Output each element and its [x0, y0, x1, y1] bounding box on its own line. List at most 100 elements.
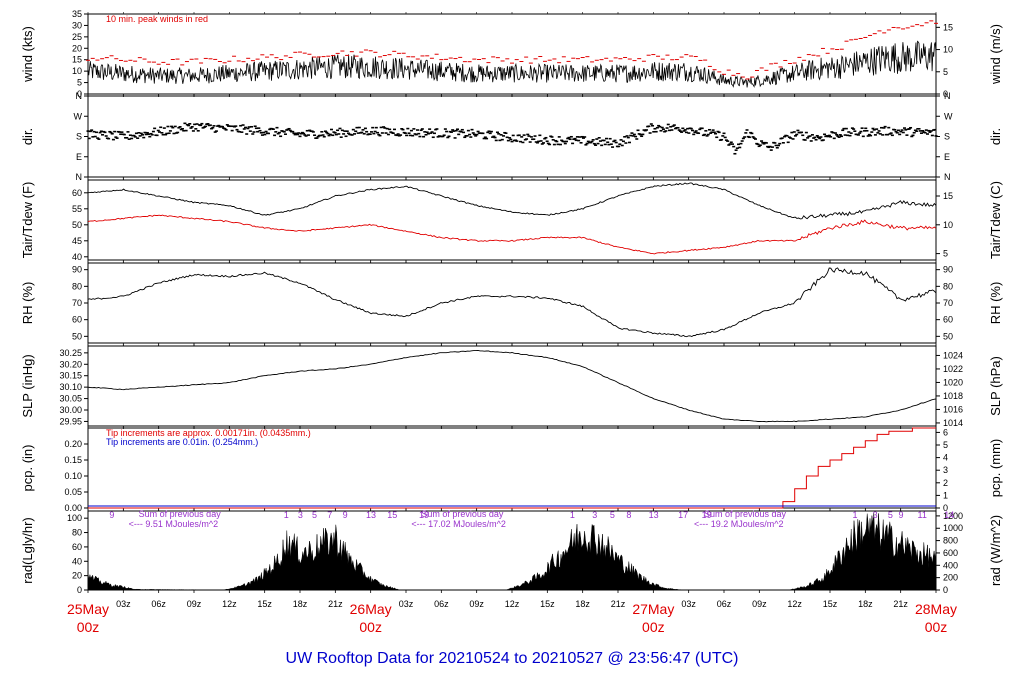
time-tick-label: 18z: [858, 599, 873, 609]
y-tick-label-pcp: 0.15: [64, 455, 82, 465]
time-tick-label: 06z: [717, 599, 732, 609]
y-tick-label-pcp: 0.20: [64, 439, 82, 449]
y-tick-label-pcp: 0.05: [64, 487, 82, 497]
y-tick-label-rad: 80: [72, 528, 82, 538]
panel-frame-slp: [87, 345, 937, 427]
y-tick-label-right-temp: 5: [943, 249, 948, 259]
time-tick-label: 03z: [116, 599, 131, 609]
y-axis-label-right-dir: dir.: [988, 128, 1003, 145]
rad-hour-mark: 3: [592, 510, 597, 520]
y-tick-label-slp: 30.15: [59, 371, 82, 381]
y-tick-label-right-rad: 0: [943, 585, 948, 595]
y-tick-label-wind: 5: [77, 78, 82, 88]
time-tick-label: 21z: [611, 599, 626, 609]
tair-line: [87, 182, 937, 220]
panel-frame-rh: [87, 262, 937, 344]
y-tick-label-right-dir: W: [944, 111, 953, 121]
rad-hour-mark: 9: [898, 510, 903, 520]
y-tick-label-right-pcp: 3: [943, 465, 948, 475]
rad-daily-sum: Sum of previous day: [139, 509, 222, 519]
y-axis-label-right-wind: wind (m/s): [988, 24, 1003, 85]
y-axis-label-right-temp: Tair/Tdew (C): [988, 181, 1003, 259]
y-tick-label-right-rad: 600: [943, 548, 958, 558]
y-tick-label-temp: 60: [72, 188, 82, 198]
y-tick-label-rh: 80: [72, 281, 82, 291]
rad-hour-mark: 1: [853, 510, 858, 520]
y-axis-label-dir: dir.: [20, 128, 35, 145]
rad-hour-mark: 17: [678, 510, 688, 520]
y-axis-label-pcp: pcp. (in): [20, 445, 35, 492]
y-axis-label-right-rh: RH (%): [988, 282, 1003, 325]
time-tick-label: 12z: [222, 599, 237, 609]
rad-hour-mark: 5: [888, 510, 893, 520]
pcp-annotation-red: Tip increments are approx. 0.00171in. (0…: [106, 428, 311, 438]
time-tick-label: 21z: [328, 599, 343, 609]
y-tick-label-wind: 0: [77, 89, 82, 99]
y-tick-label-temp: 40: [72, 252, 82, 262]
rad-daily-sum: Sum of previous day: [704, 509, 787, 519]
rad-area: [87, 512, 937, 591]
time-tick-label: 03z: [399, 599, 414, 609]
rad-hour-mark: 19: [702, 510, 712, 520]
date-label-day: 25May: [67, 601, 109, 617]
y-tick-label-right-temp: 10: [943, 220, 953, 230]
y-tick-label-right-rh: 80: [943, 281, 953, 291]
y-tick-label-right-wind: 10: [943, 45, 953, 55]
date-label-hour: 00z: [77, 619, 100, 635]
y-tick-label-wind: 20: [72, 43, 82, 53]
y-tick-label-right-pcp: 5: [943, 440, 948, 450]
y-tick-label-rad: 60: [72, 542, 82, 552]
y-tick-label-right-rad: 1000: [943, 523, 963, 533]
y-tick-label-wind: 35: [72, 9, 82, 19]
y-tick-label-rh: 50: [72, 331, 82, 341]
y-tick-label-right-rh: 50: [943, 331, 953, 341]
pcp-red-line: [88, 427, 936, 509]
time-tick-label: 06z: [151, 599, 166, 609]
rh-line: [87, 267, 937, 338]
y-tick-label-right-temp: 15: [943, 191, 953, 201]
wind-mean-line: [87, 40, 937, 88]
y-axis-label-rad: rad(Lgly/hr): [20, 517, 35, 583]
y-axis-label-slp: SLP (inHg): [20, 354, 35, 417]
panel-frame-wind: [87, 13, 937, 95]
y-tick-label-right-rad: 400: [943, 560, 958, 570]
y-tick-label-right-rh: 70: [943, 298, 953, 308]
time-tick-label: 15z: [540, 599, 555, 609]
y-tick-label-rad: 100: [67, 513, 82, 523]
y-tick-label-wind: 30: [72, 20, 82, 30]
rad-hour-mark: 1: [570, 510, 575, 520]
y-tick-label-slp: 30.05: [59, 394, 82, 404]
date-label-hour: 00z: [925, 619, 948, 635]
rad-hour-mark: 5: [610, 510, 615, 520]
y-tick-label-right-slp: 1016: [943, 404, 963, 414]
y-tick-label-wind: 25: [72, 32, 82, 42]
y-tick-label-right-rad: 200: [943, 573, 958, 583]
y-tick-label-right-rad: 800: [943, 536, 958, 546]
y-tick-label-right-rh: 90: [943, 265, 953, 275]
date-label-day: 26May: [350, 601, 392, 617]
y-tick-label-slp: 30.10: [59, 382, 82, 392]
wind-annotation: 10 min. peak winds in red: [106, 14, 208, 24]
rad-hour-mark: 5: [312, 510, 317, 520]
y-tick-label-slp: 29.95: [59, 416, 82, 426]
y-tick-label-dir: N: [76, 91, 83, 101]
rad-hour-mark: 13: [366, 510, 376, 520]
y-axis-label-temp: Tair/Tdew (F): [20, 182, 35, 259]
y-tick-label-slp: 30.25: [59, 348, 82, 358]
y-tick-label-wind: 15: [72, 55, 82, 65]
y-tick-label-slp: 30.20: [59, 359, 82, 369]
y-axis-label-rh: RH (%): [20, 282, 35, 325]
date-label-hour: 00z: [642, 619, 665, 635]
rad-hour-mark: 11: [918, 510, 927, 520]
y-tick-label-right-wind: 0: [943, 89, 948, 99]
y-axis-label-wind: wind (kts): [20, 26, 35, 83]
y-tick-label-right-slp: 1022: [943, 364, 963, 374]
y-tick-label-right-wind: 15: [943, 22, 953, 32]
y-tick-label-right-pcp: 4: [943, 453, 948, 463]
y-tick-label-pcp: 0.00: [64, 503, 82, 513]
y-tick-label-right-dir: N: [944, 172, 951, 182]
y-tick-label-wind: 10: [72, 66, 82, 76]
y-tick-label-dir: W: [74, 111, 83, 121]
time-tick-label: 03z: [681, 599, 696, 609]
y-tick-label-right-wind: 5: [943, 67, 948, 77]
